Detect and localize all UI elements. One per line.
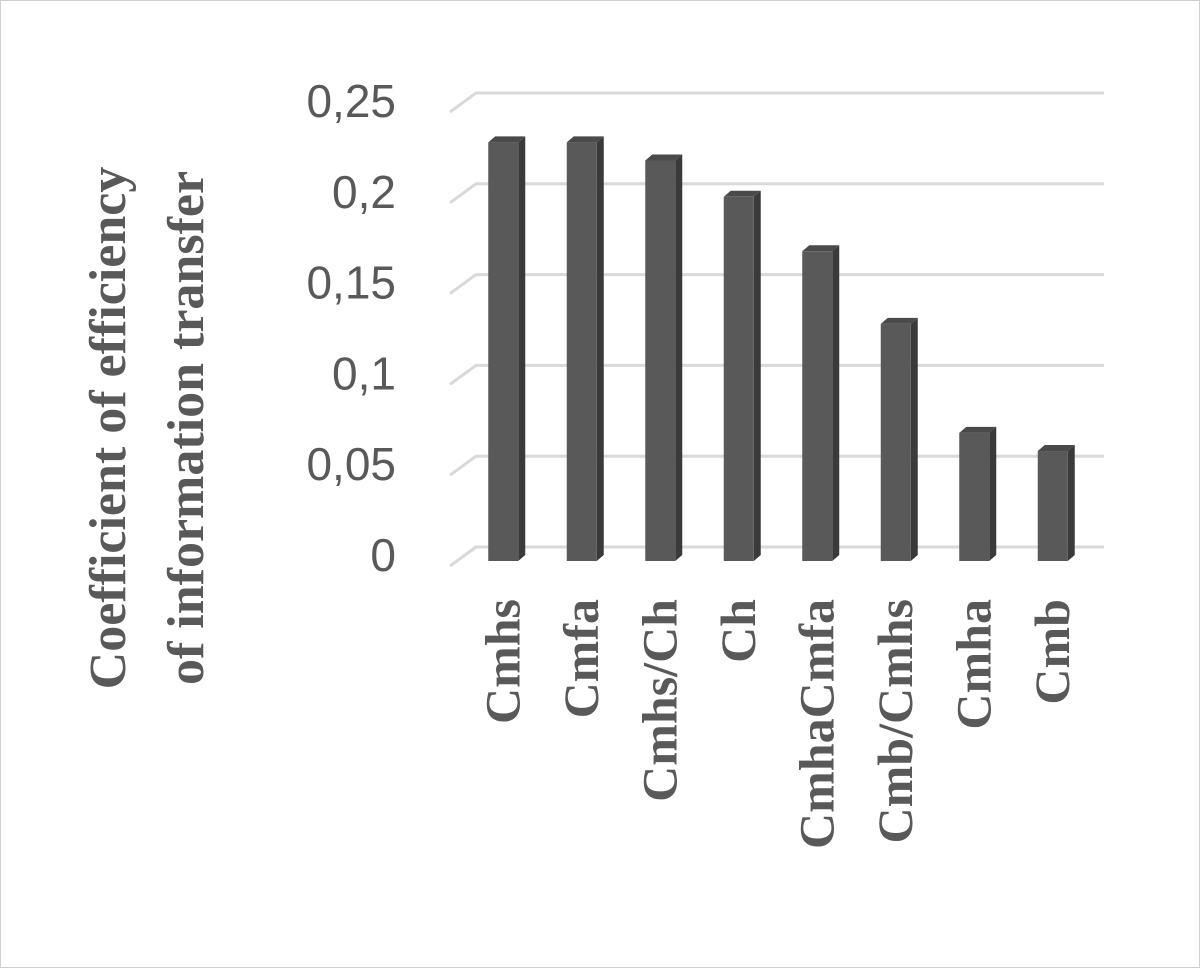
bar-top — [1037, 445, 1075, 452]
y-tick-label: 0,15 — [306, 257, 396, 309]
y-axis-title-line-2: of information transfer — [158, 171, 215, 685]
bar-front — [566, 142, 597, 561]
y-tick-label: 0,05 — [306, 438, 396, 490]
gridline — [449, 363, 1104, 386]
x-category-label: CmhaCmfa — [788, 599, 844, 849]
bar-top — [880, 317, 918, 324]
bar-side — [675, 154, 683, 562]
bar-side — [596, 136, 604, 561]
bar — [566, 136, 604, 561]
bar-front — [488, 142, 519, 561]
bar — [959, 426, 997, 561]
y-tick-label: 0,2 — [332, 166, 396, 218]
x-category-label: Cmhs — [474, 599, 530, 724]
bar-side — [1067, 445, 1075, 561]
bar — [1037, 445, 1075, 561]
bar-side — [989, 426, 997, 561]
gridline — [449, 545, 1104, 568]
bar-top — [488, 136, 526, 143]
gridlines — [449, 91, 1104, 568]
x-category-label: Ch — [710, 599, 766, 663]
bar-front — [880, 323, 911, 561]
bar-top — [802, 245, 840, 252]
gridline — [449, 182, 1104, 205]
bars — [488, 136, 1075, 562]
y-axis-title: Coefficient of efficiency of information… — [80, 167, 215, 690]
x-category-label: Cmb — [1024, 599, 1080, 705]
gridline — [449, 273, 1104, 295]
bar — [645, 154, 683, 562]
y-tick-label: 0,25 — [306, 75, 396, 127]
y-tick-label: 0,1 — [332, 347, 396, 399]
bar-top — [566, 136, 604, 143]
bar — [802, 245, 840, 561]
y-axis-title-line-1: Coefficient of efficiency — [80, 167, 137, 690]
bar-front — [959, 432, 990, 561]
bar-front — [802, 251, 833, 561]
bar-top — [959, 426, 997, 433]
bar — [880, 317, 918, 561]
bar-top — [645, 154, 683, 161]
y-tick-label: 0 — [370, 529, 396, 581]
x-category-label: Cmha — [945, 599, 1001, 730]
bar-side — [518, 136, 526, 561]
x-axis-category-labels: Cmhs Cmfa Cmhs/Ch Ch CmhaCmfa Cmb/Cmhs Cmha Cmb — [474, 599, 1080, 849]
x-category-label: Cmhs/Ch — [631, 599, 687, 802]
x-category-label: Cmfa — [553, 599, 609, 718]
bar — [723, 190, 761, 562]
bar-top — [723, 190, 761, 197]
bar — [488, 136, 526, 561]
y-axis-ticks: 0 0,05 0,1 0,15 0,2 0,25 — [306, 75, 396, 581]
x-category-label: Cmb/Cmhs — [867, 599, 923, 843]
gridline — [449, 454, 1104, 477]
bar-side — [832, 245, 840, 561]
bar-front — [723, 196, 754, 562]
bar-front — [1037, 451, 1068, 561]
gridline — [449, 91, 1104, 114]
bar-front — [645, 160, 676, 562]
bar-side — [910, 317, 918, 561]
bar-side — [753, 190, 761, 562]
